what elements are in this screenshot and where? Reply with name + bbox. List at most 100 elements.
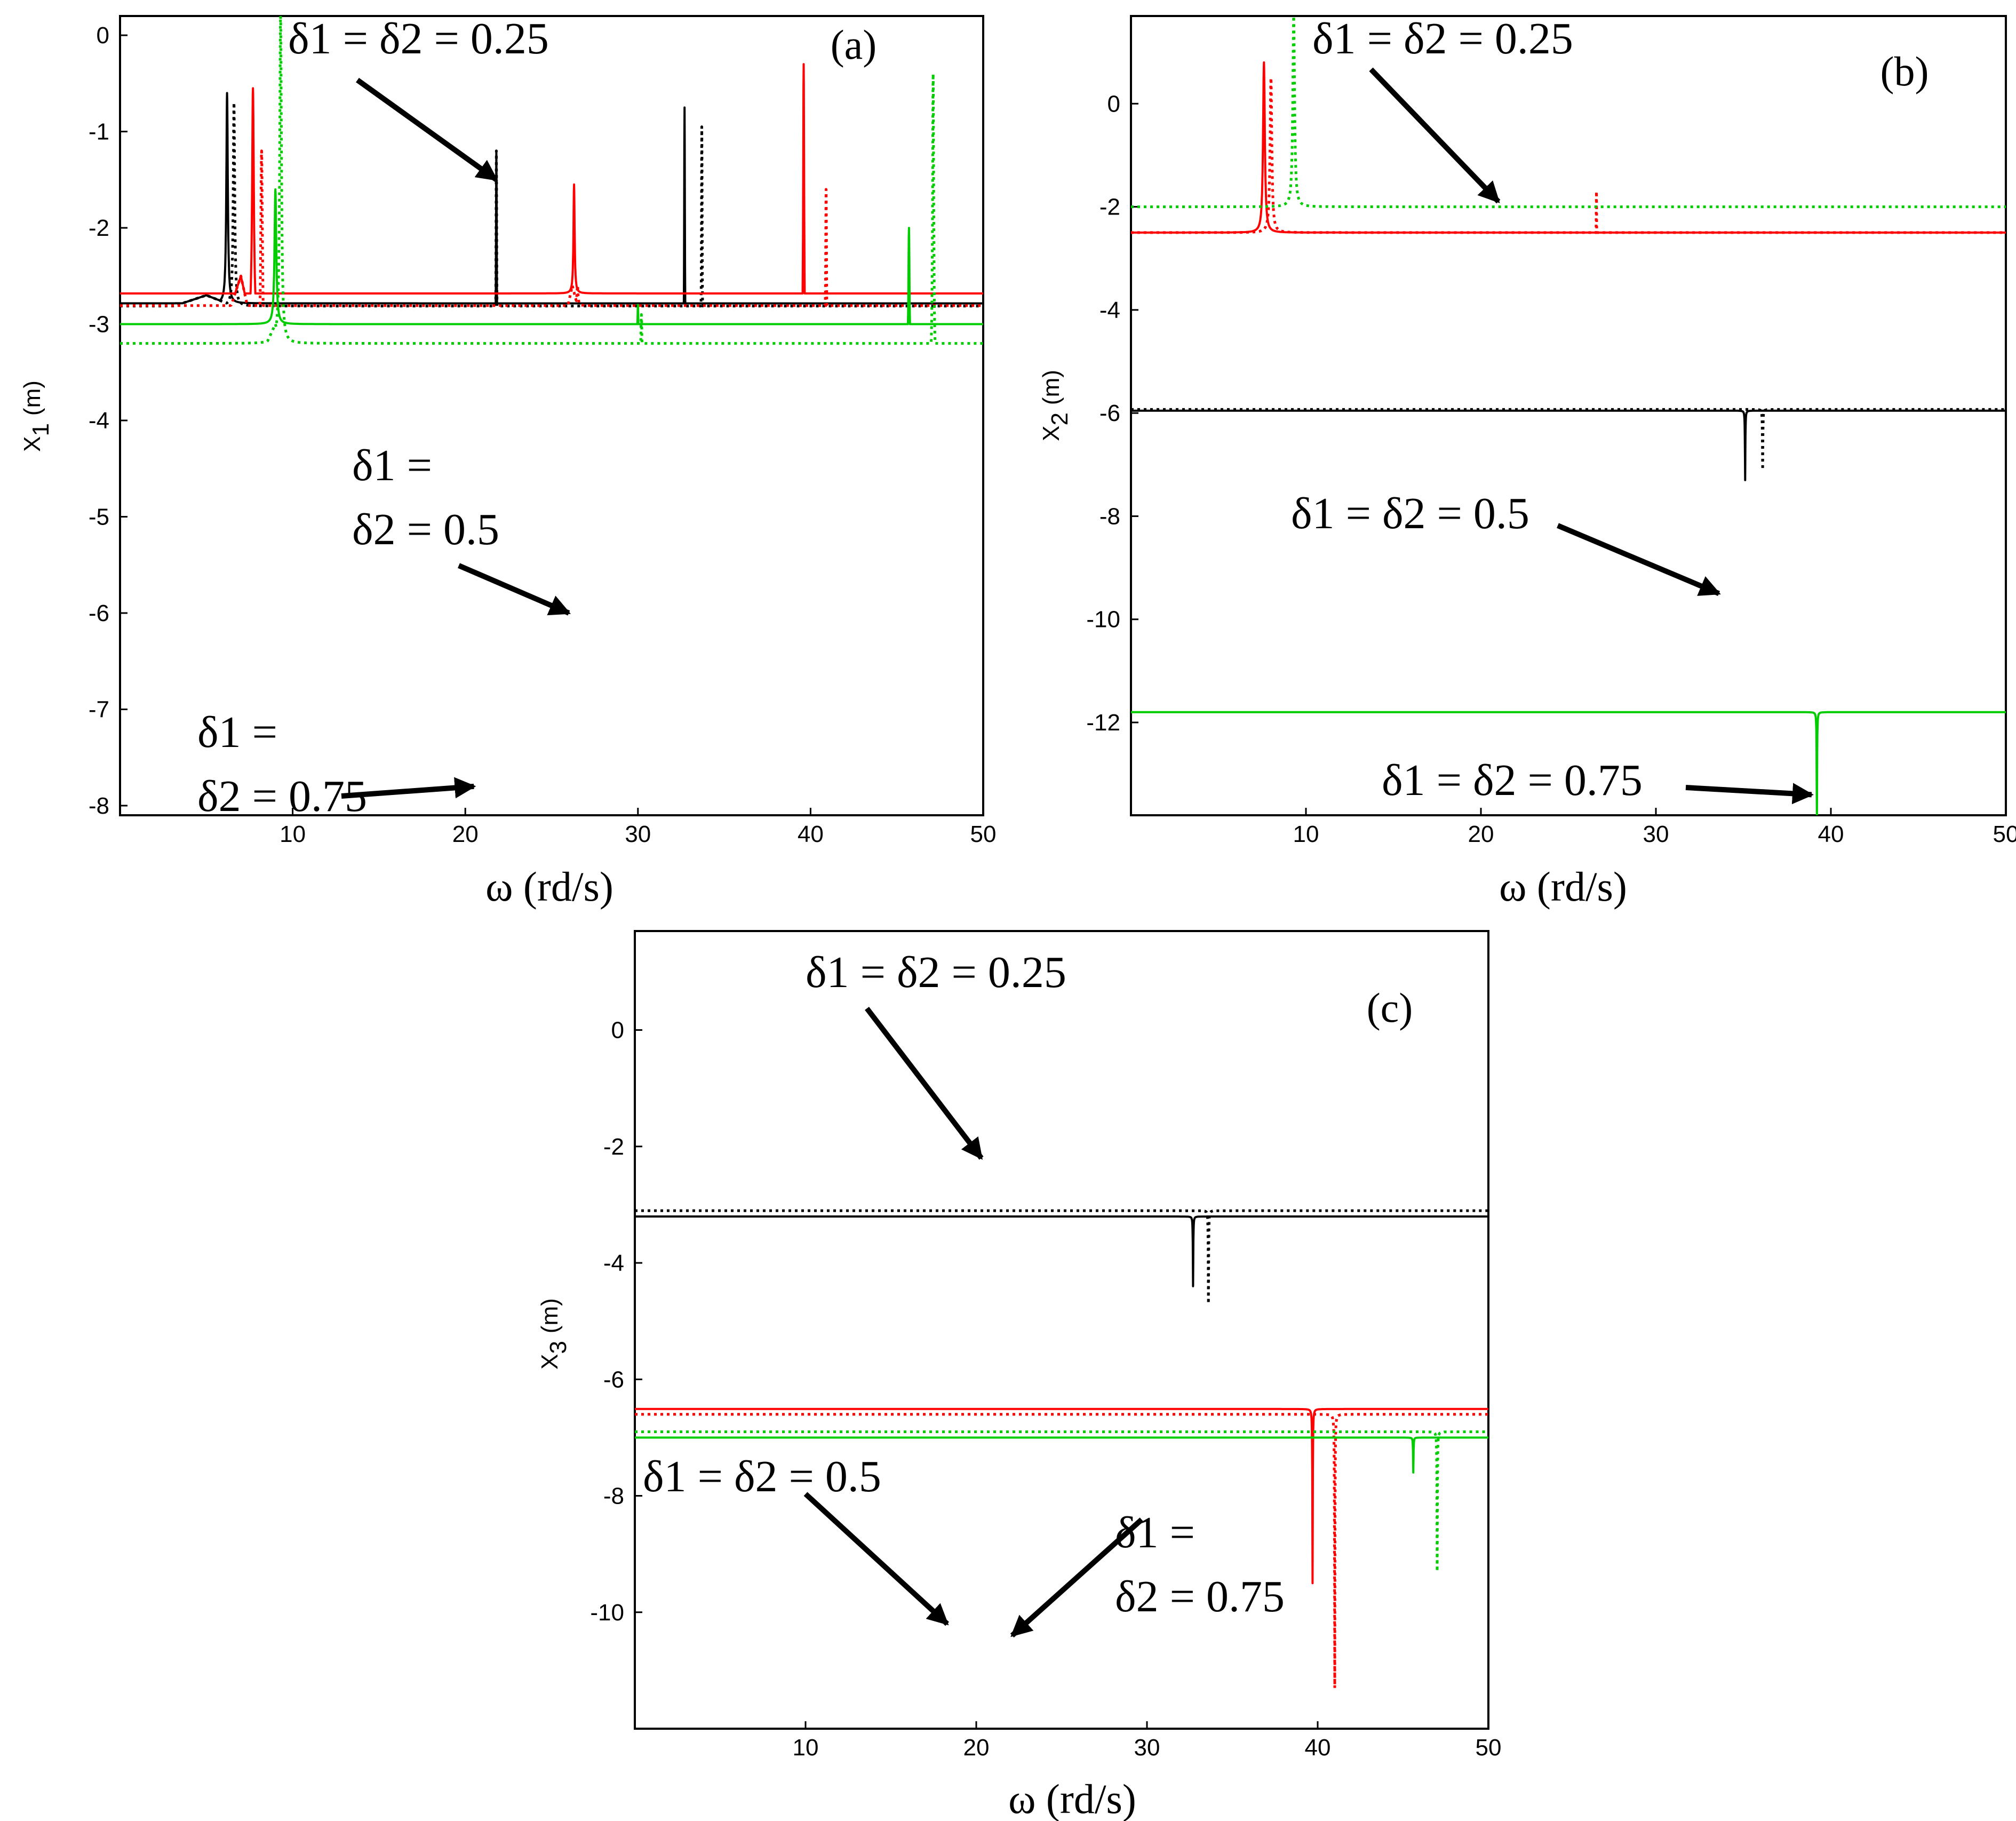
y-tick-label: -6	[1099, 400, 1120, 426]
x-axis-label: ω (rd/s)	[1499, 863, 1627, 910]
x-tick-label: 40	[798, 821, 824, 847]
y-axis-label: X3(m)	[537, 1298, 571, 1370]
y-tick-label: -7	[89, 696, 109, 722]
panel-label: (c)	[1367, 984, 1413, 1031]
series-a-0	[120, 92, 983, 305]
series-b-4	[1131, 711, 2006, 815]
series-c-2	[635, 1408, 1488, 1585]
series-a-3	[120, 149, 983, 307]
y-tick-label: -8	[603, 1483, 624, 1509]
curves	[120, 16, 983, 345]
x-tick-label: 10	[1293, 821, 1319, 847]
panel-label: (b)	[1880, 48, 1929, 94]
annotation-label: δ2 = 0.75	[197, 772, 367, 821]
series-b-0	[1131, 409, 2006, 481]
y-tick-label: -2	[89, 215, 109, 241]
x-tick-label: 50	[970, 821, 997, 847]
x-tick-label: 30	[1134, 1735, 1160, 1761]
series-b-1	[1131, 408, 2006, 471]
series-c-1	[635, 1209, 1488, 1305]
annotation-arrow	[1010, 1517, 1144, 1638]
panel-c: 10 20 30 40 50 0 -2 -4 -6 -8 -10 δ1 = δ2 = 0.25 δ1 …	[537, 930, 1501, 1821]
annotation-label: δ1 = δ2 = 0.5	[1291, 489, 1529, 538]
series-b-3	[1131, 76, 2006, 234]
y-tick-label: 0	[1107, 91, 1120, 117]
x-tick-label: 20	[1468, 821, 1494, 847]
x-tick-label: 50	[1993, 821, 2016, 847]
panel-b: 10 20 30 40 50 0 -2 -4 -6 -8 -10 -12 δ1 = δ2 = 0.25…	[1038, 14, 2016, 910]
annotation-label: δ1 = δ2 = 0.25	[806, 948, 1066, 997]
annotation-label: δ1 = δ2 = 0.75	[1382, 756, 1643, 805]
x-tick-label: 20	[452, 821, 479, 847]
annotation-arrow	[341, 777, 476, 799]
plot-frame	[634, 930, 1489, 1730]
x-tick-label: 50	[1476, 1735, 1502, 1761]
y-tick-label: -6	[89, 600, 109, 626]
x-axis-label: ω (rd/s)	[1008, 1776, 1136, 1821]
plot-frame	[119, 15, 984, 816]
annotation-label: δ1 = δ2 = 0.25	[1312, 14, 1573, 63]
x-tick-label: 30	[625, 821, 651, 847]
series-a-1	[120, 101, 983, 308]
annotation-arrow	[458, 563, 571, 616]
annotation-label: δ1 =	[352, 441, 432, 490]
x-tick-label: 40	[1818, 821, 1844, 847]
series-a-5	[120, 16, 983, 345]
annotation-arrow	[803, 1492, 949, 1626]
x-axis-label: ω (rd/s)	[485, 863, 613, 910]
y-tick-label: -4	[1099, 297, 1120, 323]
series-c-0	[635, 1215, 1488, 1287]
y-tick-label: 0	[611, 1017, 624, 1044]
y-tick-label: -3	[89, 312, 109, 338]
y-tick-label: -8	[89, 793, 109, 819]
y-tick-label: -4	[89, 408, 109, 434]
y-axis-label: X1(m)	[19, 380, 54, 452]
y-tick-label: -10	[590, 1600, 624, 1626]
tick-labels: 10 20 30 40 50 0 -1 -2 -3 -4 -5 -6 -7 -8	[89, 22, 997, 847]
annotation-arrow	[1369, 67, 1501, 204]
y-tick-label: -1	[89, 119, 109, 145]
series-c-4	[635, 1436, 1488, 1474]
annotation-arrow	[1557, 523, 1721, 597]
annotation-arrow	[865, 1006, 984, 1160]
annotations: δ1 = δ2 = 0.25 δ1 = δ2 = 0.5 δ1 = δ2 = 0.7…	[1291, 14, 1814, 805]
series-b-2	[1131, 61, 2006, 234]
annotation-label: δ1 = δ2 = 0.25	[288, 14, 549, 63]
annotation-arrow	[1685, 783, 1814, 805]
y-tick-label: -2	[603, 1134, 624, 1160]
y-tick-label: 0	[97, 22, 109, 49]
y-axis-label: X2(m)	[1038, 370, 1073, 441]
panel-a: 10 20 30 40 50 0 -1 -2 -3 -4 -5 -6 -7 -8 δ1 = δ2 = 0.…	[19, 14, 996, 910]
tick-labels: 10 20 30 40 50 0 -2 -4 -6 -8 -10 -12	[1086, 91, 2016, 847]
series-c-5	[635, 1430, 1488, 1573]
x-tick-label: 10	[793, 1735, 819, 1761]
tick-labels: 10 20 30 40 50 0 -2 -4 -6 -8 -10	[590, 1017, 1501, 1761]
annotation-label: δ1 = δ2 = 0.5	[643, 1452, 881, 1501]
y-tick-label: -6	[603, 1366, 624, 1393]
series-a-2	[120, 63, 983, 295]
y-tick-label: -8	[1099, 503, 1120, 529]
series-c-3	[635, 1413, 1488, 1690]
plot-frame	[1130, 15, 2007, 816]
y-tick-label: -4	[603, 1250, 624, 1276]
y-tick-label: -12	[1086, 710, 1120, 736]
annotation-arrow	[356, 77, 498, 182]
x-tick-label: 30	[1643, 821, 1669, 847]
annotations: δ1 = δ2 = 0.25 δ1 = δ2 = 0.5 δ1 = δ2 = 0.75	[197, 14, 571, 821]
x-tick-label: 10	[280, 821, 306, 847]
series-a-4	[120, 188, 983, 325]
y-tick-label: -10	[1086, 607, 1120, 633]
annotation-label: δ2 = 0.75	[1115, 1572, 1285, 1621]
curves	[1131, 16, 2006, 815]
annotation-label: δ1 =	[197, 707, 277, 757]
annotation-label: δ2 = 0.5	[352, 505, 499, 554]
panel-label: (a)	[831, 21, 877, 68]
y-tick-label: -2	[1099, 194, 1120, 220]
x-tick-label: 20	[963, 1735, 990, 1761]
y-tick-label: -5	[89, 504, 109, 530]
series-b-5	[1131, 16, 2006, 209]
x-tick-label: 40	[1305, 1735, 1331, 1761]
curves	[635, 1209, 1488, 1690]
